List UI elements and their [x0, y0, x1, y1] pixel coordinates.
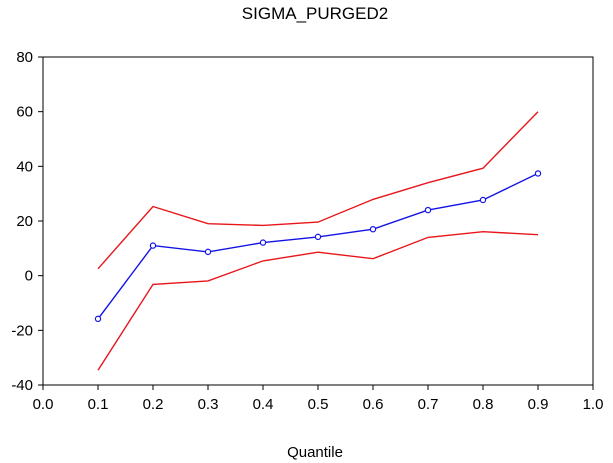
x-tick-label: 0.1 [88, 396, 109, 413]
x-tick-label: 0.0 [33, 396, 54, 413]
plot-frame [42, 56, 594, 386]
series-point-estimate [204, 248, 212, 256]
y-tick-label: 80 [16, 49, 33, 66]
series-line-lower-bound [97, 230, 539, 371]
x-tick-label: 0.3 [198, 396, 219, 413]
x-tick-label: 0.8 [473, 396, 494, 413]
y-tick-label: -20 [11, 322, 33, 339]
series-line-estimate [97, 172, 539, 320]
x-tick-label: 0.7 [418, 396, 439, 413]
series-line-upper-bound [97, 111, 539, 270]
x-axis-label: Quantile [287, 444, 343, 461]
y-tick-label: 0 [25, 268, 33, 285]
x-tick-label: 0.2 [143, 396, 164, 413]
x-tick-label: 1.0 [583, 396, 604, 413]
series-point-estimate [534, 170, 542, 177]
y-tick-label: -40 [11, 377, 33, 394]
x-tick-label: 0.5 [308, 396, 329, 413]
series-point-estimate [259, 239, 267, 246]
x-axis: 0.0 0.1 0.2 0.3 0.4 0.5 0.6 0.7 0.8 0.9 1.0 [33, 385, 604, 413]
y-axis: -40 -20 0 20 40 60 80 [11, 49, 43, 394]
series-point-estimate [314, 233, 322, 241]
series-point-estimate [424, 206, 432, 214]
series-point-estimate [479, 196, 487, 204]
y-tick-label: 60 [16, 104, 33, 121]
series-point-estimate [94, 315, 102, 323]
series-group [94, 111, 542, 371]
y-tick-label: 20 [16, 213, 33, 230]
y-tick-label: 40 [16, 158, 33, 175]
series-point-estimate [369, 225, 377, 233]
x-tick-label: 0.9 [528, 396, 549, 413]
series-point-estimate [149, 242, 157, 249]
x-tick-label: 0.6 [363, 396, 384, 413]
x-tick-label: 0.4 [253, 396, 274, 413]
chart-title: SIGMA_PURGED2 [242, 4, 388, 23]
